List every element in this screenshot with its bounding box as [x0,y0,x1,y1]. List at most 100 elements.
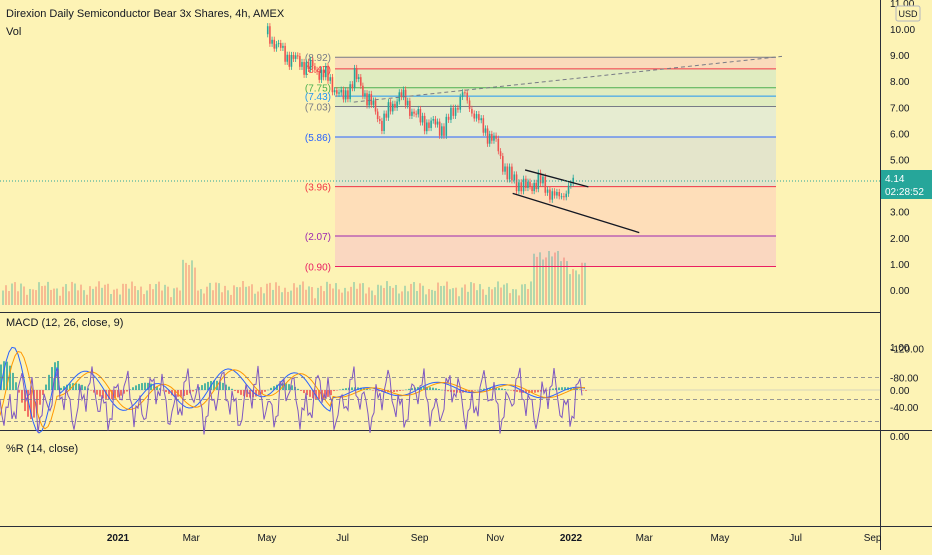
macd-histogram-bar [582,390,584,391]
candle-body [411,111,413,116]
volume-bar [347,291,349,305]
candle-body [316,69,318,72]
candle-body [314,66,316,70]
macd-histogram-bar [270,387,272,390]
time-tick-label: Sep [864,533,882,544]
candle-body [351,84,354,89]
macd-histogram-bar [63,386,65,390]
candle-body [520,182,523,192]
volume-bar [167,286,169,305]
volume-bar [491,289,493,305]
candle-body [560,196,563,198]
volume-bar [146,290,148,305]
trend-line[interactable] [524,169,589,188]
macd-histogram-bar [18,390,20,393]
fib-retracement-lines[interactable]: (8.92)(8.47) (7.75)(7.43)(7.03) (5.86) (3.9… [305,53,776,274]
macd-histogram-bar [510,390,512,391]
candle-body [327,66,329,81]
volume-bar [191,260,193,305]
candle-body [464,92,466,94]
fib-band [335,87,776,97]
williams-tick-label: -120.00 [890,344,924,355]
volume-bar [329,283,331,305]
candle-body [290,54,293,67]
macd-histogram-bar [84,386,86,390]
macd-histogram-bar [516,390,518,392]
candle-body [370,93,373,105]
macd-histogram-bar [405,389,407,391]
volume-bar [113,289,115,305]
macd-histogram-bar [222,382,224,390]
macd-histogram-bar [21,390,23,403]
candle-body [394,103,396,108]
volume-bar [563,257,565,305]
volume-bar [107,283,109,305]
volume-bar [80,284,82,305]
candle-body [491,133,493,141]
volume-bar [227,290,229,305]
volume-bar [176,287,178,305]
macd-histogram-bar [12,372,14,390]
macd-axis: 1.00 0.00 [890,343,910,397]
volume-bar [386,281,388,305]
macd-histogram-bar [297,388,299,390]
williams-r-pane[interactable] [0,365,583,435]
macd-histogram-bar [228,386,230,390]
macd-histogram-bar [267,389,269,391]
volume-bar [569,274,571,305]
volume-bar [245,286,247,305]
volume-bar [362,283,364,305]
currency-button[interactable] [895,5,921,22]
fib-level-label: (0.90) [305,263,331,274]
macd-pane[interactable] [0,346,880,434]
macd-histogram-bar [564,387,566,390]
macd-histogram-bar [207,381,209,390]
candle-body [511,166,513,181]
trend-line[interactable] [512,192,640,234]
candle-body [570,183,572,186]
time-tick-label: Mar [636,533,654,544]
candle-body [305,62,308,75]
macd-histogram-bar [402,390,404,391]
volume-bar [155,284,157,305]
volume-bar [380,285,382,305]
macd-histogram-bar [81,384,83,390]
trend-line[interactable] [353,55,783,103]
candle-body [342,89,345,100]
candle-body [357,77,360,80]
macd-histogram-bar [141,383,143,390]
trend-lines[interactable] [353,55,783,234]
time-tick-label: Sep [411,533,429,544]
volume-bar [401,291,403,305]
volume-bar [128,288,130,305]
williams-tick-label: -80.00 [890,374,919,385]
macd-histogram-bar [135,385,137,390]
macd-histogram-bar [240,390,242,395]
volume-bar [353,282,355,305]
candle-body [402,89,405,98]
volume-bar [392,287,394,305]
time-tick-label: 2021 [107,533,130,544]
candle-body [535,182,538,190]
macd-histogram-bar [354,387,356,390]
macd-histogram-bar [531,390,533,394]
macd-histogram-bar [219,381,221,390]
macd-histogram-bar [378,390,380,392]
macd-histogram-bar [39,390,41,405]
candle-body [294,55,297,59]
volume-bar [272,289,274,305]
williams-r-line [0,365,583,435]
macd-histogram-bar [246,390,248,398]
volume-bar [299,284,301,305]
macd-histogram-bar [78,383,80,390]
macd-histogram-bar [471,390,473,392]
fib-band [335,106,776,138]
candle-body [362,85,364,97]
macd-histogram-bar [558,387,560,390]
price-tick-label: 2.00 [890,234,910,245]
time-axis[interactable]: 2021 Mar May Jul Sep Nov 2022 Mar May Jul Sep [107,533,882,544]
macd-histogram-bar [114,390,116,399]
macd-histogram-bar [561,387,563,390]
volume-bar [56,288,58,305]
